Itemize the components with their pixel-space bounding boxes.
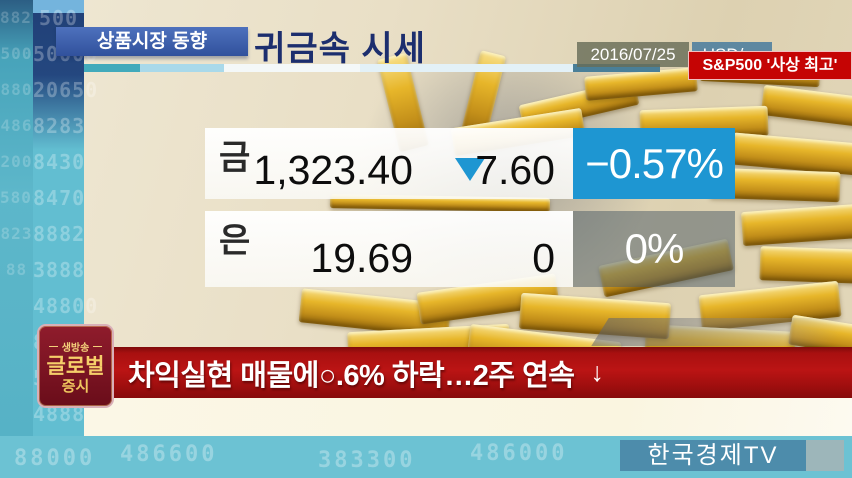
- ticker-number: 500: [38, 6, 79, 30]
- ticker-number: 88: [5, 260, 28, 279]
- live-label: 생방송: [61, 342, 90, 354]
- left-column-navy-fade: [33, 0, 84, 150]
- left-column-top-accent: [33, 0, 84, 13]
- ticker-number: 486: [0, 116, 33, 135]
- broadcaster-logo: 한국경제TV: [620, 440, 806, 471]
- footer-ticker-band: 88000 486600 383300 486000: [0, 436, 852, 478]
- gold-bar: [760, 84, 852, 130]
- ticker-number: 486000: [470, 441, 568, 466]
- silver-change: 0: [532, 235, 555, 281]
- ticker-number: 5800: [0, 188, 43, 207]
- news-flash-badge: S&P500 '사상 최고': [688, 51, 852, 80]
- quote-row-silver: 은 19.69 0 0%: [205, 211, 735, 287]
- gold-price: 1,323.40: [253, 147, 413, 193]
- ticker-number: 823: [0, 224, 33, 243]
- metal-name-gold: 금: [219, 139, 251, 177]
- dash-ornament: [48, 345, 58, 347]
- footer-cream-band: [84, 398, 852, 436]
- page-title: 귀금속 시세: [254, 30, 426, 68]
- date-badge: 2016/07/25: [577, 42, 689, 67]
- left-ticker-column-outer: 8823 500 880 486 200 5800 823 88: [0, 0, 43, 478]
- category-badge: 상품시장 동향: [56, 27, 248, 56]
- down-arrow-icon: ↓: [590, 357, 604, 387]
- live-program-badge: 생방송 글로벌 증시: [37, 324, 114, 408]
- quote-row-gold: 금 1,323.40 7.60 −0.57%: [205, 128, 735, 199]
- title-underline-segment: [224, 64, 360, 72]
- quote-row-panel: [205, 211, 573, 287]
- ticker-number: 8430: [33, 150, 86, 174]
- ticker-number: 880: [0, 80, 33, 99]
- gold-change: 7.60: [475, 147, 555, 193]
- headline-text: 차익실현 매물에○.6% 하락…2주 연속: [128, 359, 575, 392]
- metal-name-silver: 은: [219, 222, 251, 260]
- live-badge-top: 생방송: [48, 339, 103, 354]
- headline-banner: 차익실현 매물에○.6% 하락…2주 연속 ↓: [110, 347, 852, 398]
- ticker-number: 8882: [33, 222, 86, 246]
- silver-price: 19.69: [310, 235, 413, 281]
- title-underline-segment: [573, 64, 660, 72]
- ticker-number: 8823: [0, 8, 43, 27]
- gold-bar: [740, 203, 852, 247]
- quote-row-panel: [205, 128, 573, 199]
- ticker-number: 88000: [14, 446, 96, 471]
- title-underline-segment: [360, 64, 573, 72]
- silver-percent-cell: 0%: [573, 211, 735, 287]
- ticker-number: 383300: [318, 448, 416, 473]
- left-ticker-numbers-outer: 8823 500 880 486 200 5800 823 88: [0, 0, 43, 288]
- ticker-number: 8470: [33, 186, 86, 210]
- program-name-sub: 증시: [61, 377, 90, 395]
- program-name-main: 글로벌: [46, 354, 105, 378]
- dash-ornament: [93, 345, 103, 347]
- ticker-number: 20650: [33, 78, 99, 102]
- title-underline-segment: [140, 64, 224, 72]
- logo-accent-square: [806, 440, 844, 471]
- ticker-number: 48800: [33, 294, 99, 318]
- ticker-number: 3888: [33, 258, 86, 282]
- ticker-number: 200: [0, 152, 33, 171]
- title-underline-segment: [84, 64, 140, 72]
- ticker-number: 500: [0, 44, 33, 63]
- ticker-number: 8283: [33, 114, 86, 138]
- gold-pile-shadow-lower: [591, 318, 849, 346]
- ticker-number: 486600: [120, 442, 218, 467]
- gold-percent-cell: −0.57%: [573, 128, 735, 199]
- gold-bar: [759, 246, 852, 284]
